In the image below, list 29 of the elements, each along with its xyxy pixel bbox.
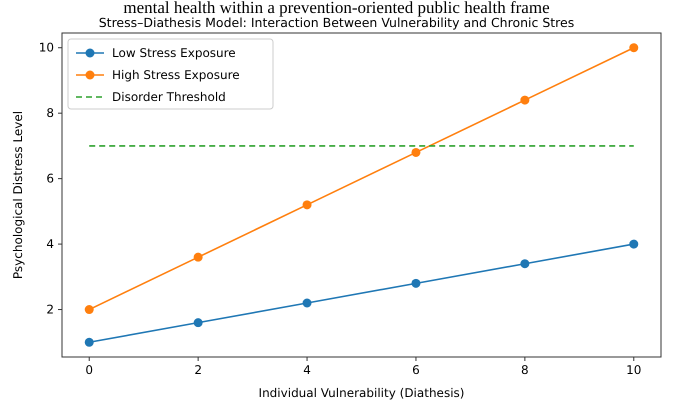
point [194, 318, 203, 328]
point [520, 96, 530, 105]
point [194, 252, 203, 262]
legend-label: Disorder Threshold [112, 90, 226, 104]
point [84, 305, 94, 314]
point [629, 43, 638, 52]
point [411, 278, 420, 288]
x-tick-label: 4 [303, 363, 311, 377]
point [302, 200, 312, 210]
point [411, 148, 420, 157]
point [629, 240, 638, 249]
x-tick-label: 10 [626, 363, 642, 377]
y-tick-label: 4 [46, 237, 54, 252]
y-tick-label: 2 [46, 302, 54, 317]
x-tick-label: 6 [412, 363, 420, 377]
x-tick-label: 0 [85, 363, 94, 377]
x-tick-label: 8 [521, 363, 529, 377]
legend-label: Low Stress Exposure [112, 46, 236, 60]
y-tick-label: 8 [46, 106, 54, 120]
point [302, 298, 312, 308]
point [520, 259, 530, 268]
x-axis-title: Individual Vulnerability (Diathesis) [258, 386, 464, 400]
y-axis-title: Psychological Distress Level [11, 110, 25, 280]
legend-label: High Stress Exposure [112, 68, 240, 82]
y-tick-label: 6 [46, 172, 54, 186]
text: mental health within a prevention-oriented public health frame [123, 0, 550, 17]
point [84, 338, 94, 347]
x-tick-label: 2 [194, 363, 202, 377]
y-tick-label: 10 [38, 40, 54, 55]
